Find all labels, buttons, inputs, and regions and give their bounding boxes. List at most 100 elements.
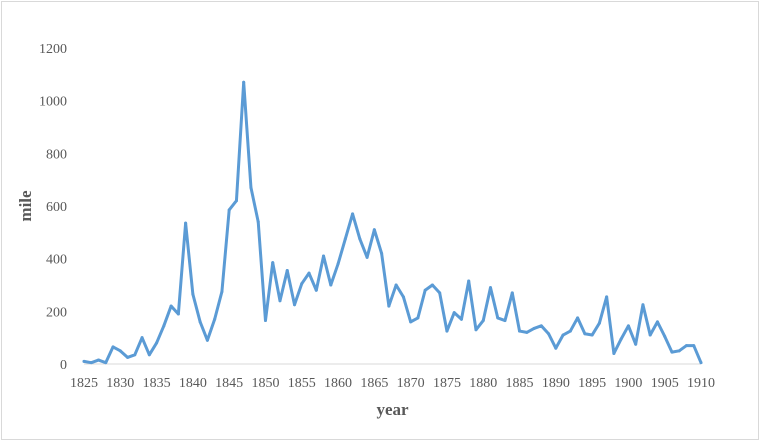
- x-axis-ticks: 1825 1830 1835 1840 1845 1850 1855 1860 1865 1870…: [70, 376, 715, 391]
- x-tick-label: 1835: [143, 376, 171, 391]
- x-tick-label: 1865: [360, 376, 388, 391]
- x-tick-label: 1850: [251, 376, 279, 391]
- data-point: [126, 355, 130, 359]
- y-axis-title: mile: [16, 190, 35, 222]
- y-tick-label: 200: [46, 305, 67, 320]
- data-point: [510, 291, 514, 295]
- data-point: [191, 292, 195, 296]
- data-point: [162, 324, 166, 328]
- data-point: [430, 283, 434, 287]
- data-point: [322, 254, 326, 258]
- data-point: [663, 334, 667, 338]
- y-tick-label: 400: [46, 253, 67, 268]
- data-point: [307, 271, 311, 275]
- data-point: [648, 333, 652, 337]
- x-tick-label: 1910: [687, 376, 715, 391]
- data-point: [684, 344, 688, 348]
- data-point: [655, 320, 659, 324]
- x-tick-label: 1860: [324, 376, 352, 391]
- data-point: [626, 324, 630, 328]
- y-tick-label: 800: [46, 147, 67, 162]
- series-line: [82, 80, 703, 365]
- data-point: [677, 349, 681, 353]
- data-point: [525, 330, 529, 334]
- y-tick-label: 1200: [39, 42, 67, 57]
- data-point: [358, 237, 362, 241]
- x-tick-label: 1875: [433, 376, 461, 391]
- x-tick-label: 1825: [70, 376, 98, 391]
- data-point: [518, 329, 522, 333]
- data-point: [416, 316, 420, 320]
- data-point: [619, 337, 623, 341]
- data-point: [605, 295, 609, 299]
- x-tick-label: 1885: [506, 376, 534, 391]
- data-point: [147, 353, 151, 357]
- data-point: [452, 311, 456, 315]
- x-tick-label: 1870: [397, 376, 425, 391]
- data-point: [692, 344, 696, 348]
- data-point: [503, 319, 507, 323]
- data-point: [438, 291, 442, 295]
- data-point: [184, 221, 188, 225]
- data-point: [459, 317, 463, 321]
- data-point: [532, 326, 536, 330]
- data-point: [155, 341, 159, 345]
- data-point: [670, 350, 674, 354]
- data-point: [641, 303, 645, 307]
- data-point: [263, 319, 267, 323]
- data-point: [488, 286, 492, 290]
- x-tick-label: 1890: [542, 376, 570, 391]
- data-point: [111, 345, 115, 349]
- data-point: [409, 320, 413, 324]
- data-point: [249, 186, 253, 190]
- data-point: [401, 295, 405, 299]
- x-axis-title: year: [376, 400, 409, 419]
- data-point: [554, 346, 558, 350]
- data-point: [561, 333, 565, 337]
- x-tick-label: 1830: [106, 376, 134, 391]
- data-point: [242, 80, 246, 84]
- data-point: [234, 199, 238, 203]
- data-point: [82, 359, 86, 363]
- data-point: [445, 329, 449, 333]
- data-point: [133, 353, 137, 357]
- data-point: [300, 282, 304, 286]
- data-point: [467, 279, 471, 283]
- data-point: [351, 212, 355, 216]
- y-tick-label: 600: [46, 200, 67, 215]
- data-point: [278, 299, 282, 303]
- data-point: [336, 262, 340, 266]
- data-points: [82, 80, 703, 365]
- data-point: [699, 361, 703, 365]
- data-point: [380, 251, 384, 255]
- x-tick-label: 1905: [651, 376, 679, 391]
- data-point: [568, 329, 572, 333]
- data-point: [271, 261, 275, 265]
- data-point: [89, 361, 93, 365]
- x-tick-label: 1845: [215, 376, 243, 391]
- x-tick-label: 1900: [614, 376, 642, 391]
- data-point: [220, 290, 224, 294]
- data-point: [285, 269, 289, 273]
- data-point: [576, 316, 580, 320]
- data-point: [597, 321, 601, 325]
- data-point: [104, 361, 108, 365]
- data-point: [481, 319, 485, 323]
- data-point: [97, 358, 101, 362]
- data-point: [496, 316, 500, 320]
- data-point: [293, 303, 297, 307]
- data-point: [634, 342, 638, 346]
- y-tick-label: 0: [60, 358, 67, 373]
- x-tick-label: 1880: [469, 376, 497, 391]
- x-tick-label: 1895: [578, 376, 606, 391]
- data-point: [213, 317, 217, 321]
- data-point: [539, 324, 543, 328]
- data-point: [394, 283, 398, 287]
- data-point: [365, 255, 369, 259]
- data-point: [256, 220, 260, 224]
- data-point: [140, 336, 144, 340]
- data-point: [474, 328, 478, 332]
- data-point: [612, 351, 616, 355]
